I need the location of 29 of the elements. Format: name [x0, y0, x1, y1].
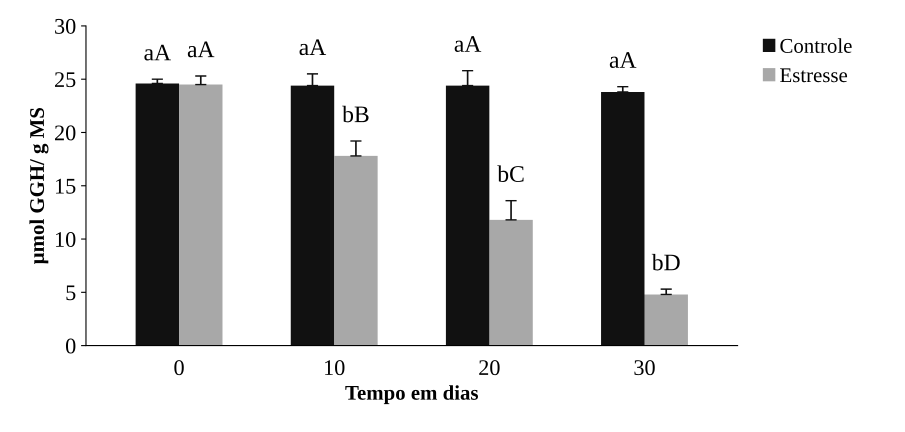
y-tick-label: 30 — [55, 18, 76, 34]
bar — [601, 92, 644, 346]
annotation: aA — [610, 52, 636, 68]
annotation: aA — [300, 39, 326, 56]
bar — [179, 84, 222, 346]
y-tick-label: 20 — [55, 125, 76, 140]
legend-label: Controle — [780, 38, 852, 53]
annotation: aA — [454, 36, 482, 52]
x-axis-title: Tempo em dias — [345, 385, 478, 404]
y-tick-label: 10 — [56, 232, 76, 247]
y-tick-label: 25 — [55, 72, 76, 88]
bar — [644, 294, 688, 346]
legend-label: Estresse — [780, 68, 848, 82]
annotation: bD — [652, 254, 680, 270]
bar — [489, 220, 533, 346]
y-tick-label: 15 — [56, 178, 76, 194]
x-tick-label: 20 — [479, 360, 500, 376]
annotation: aA — [144, 44, 171, 61]
annotation: bC — [497, 165, 524, 182]
bar — [136, 83, 180, 346]
annotation: bB — [342, 106, 369, 122]
x-tick-label: 0 — [174, 360, 184, 376]
y-tick-label: 5 — [66, 285, 76, 300]
y-axis-title: µmol GGH/ g MS — [29, 108, 48, 264]
annotation: aA — [188, 42, 214, 58]
x-tick-label: 10 — [325, 360, 344, 376]
y-tick-label: 0 — [66, 338, 76, 354]
x-tick-label: 30 — [634, 360, 655, 376]
bar — [334, 156, 378, 346]
